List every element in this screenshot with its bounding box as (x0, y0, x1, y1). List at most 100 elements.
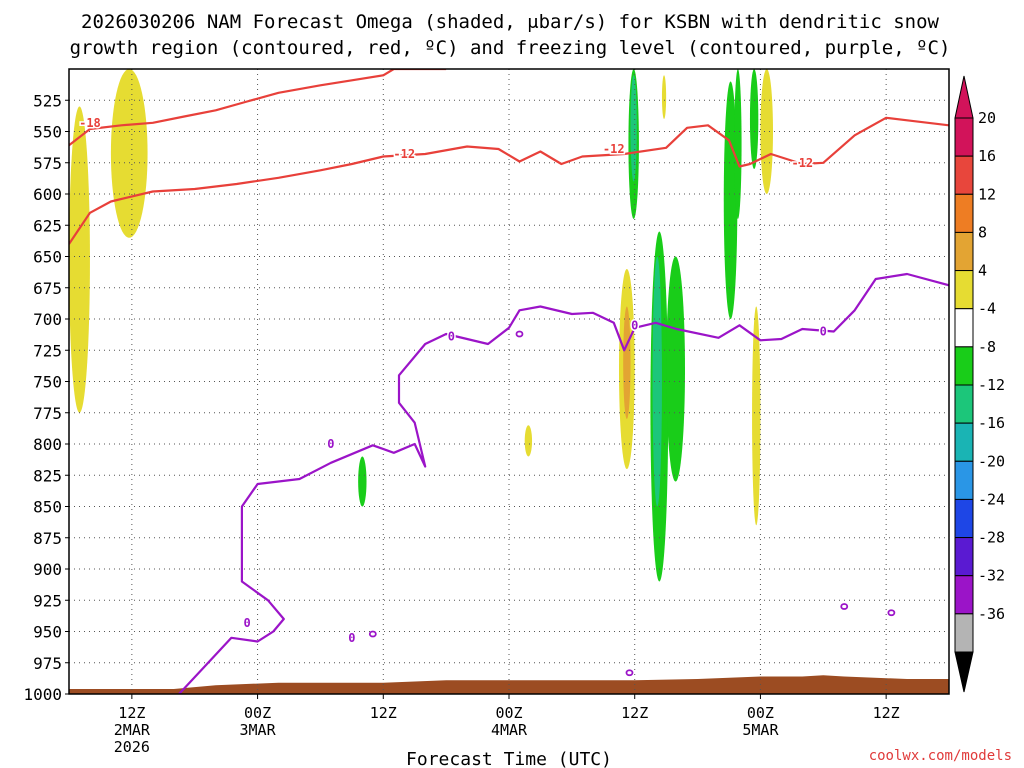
small-contour-0 (515, 330, 524, 338)
colorbar-label-2: 12 (978, 185, 996, 203)
omega-shade-7 (652, 256, 662, 507)
x-tick-label-0-0: 12Z (118, 704, 145, 722)
x-axis-label: Forecast Time (UTC) (406, 749, 612, 768)
contour-label-9: 0 (820, 325, 827, 339)
colorbar-label-5: -4 (978, 300, 996, 318)
contour-label-6: 0 (243, 616, 250, 630)
x-tick-label-3-1: 4MAR (491, 721, 528, 739)
omega-shade-12 (760, 69, 773, 194)
contour-label-8: 0 (631, 318, 638, 332)
small-contour-2 (840, 603, 849, 610)
y-tick-label-15: 900 (33, 560, 62, 579)
colorbar-swatch-8 (954, 422, 974, 462)
colorbar-swatch-4 (954, 270, 974, 310)
y-tick-label-0: 525 (33, 91, 62, 110)
omega-shade-14 (358, 456, 367, 507)
x-tick-label-5-0: 00Z (747, 704, 774, 722)
contour-label-5: 0 (327, 437, 334, 451)
y-tick-label-16: 925 (33, 591, 62, 610)
colorbar-bottom-arrow (954, 651, 974, 693)
chart-title-line1: 2026030206 NAM Forecast Omega (shaded, μ… (81, 11, 939, 33)
omega-shade-5 (630, 75, 637, 182)
omega-shade-1 (110, 69, 148, 238)
y-tick-label-13: 850 (33, 498, 62, 517)
y-tick-label-5: 650 (33, 248, 62, 267)
y-tick-label-6: 675 (33, 279, 62, 298)
contour-label-0: -18 (79, 116, 101, 130)
x-tick-label-4-0: 12Z (621, 704, 648, 722)
contour-label-1: -12 (393, 147, 415, 161)
y-tick-label-11: 800 (33, 435, 62, 454)
x-tick-label-3-0: 00Z (495, 704, 522, 722)
colorbar-swatch-9 (954, 460, 974, 500)
colorbar-label-9: -20 (978, 452, 1005, 470)
omega-shade-10 (734, 69, 742, 219)
y-tick-label-8: 725 (33, 341, 62, 360)
chart-title-line2: growth region (contoured, red, ºC) and f… (70, 37, 951, 59)
y-tick-label-14: 875 (33, 529, 62, 548)
contour-label-3: -12 (791, 156, 813, 170)
omega-shade-13 (752, 306, 761, 526)
colorbar: 20 16 12 8 4 -4 -8 -12 -16 -20 -24 -28 -32 -36 (954, 75, 1005, 693)
colorbar-label-0: 20 (978, 109, 996, 127)
y-tick-label-12: 825 (33, 466, 62, 485)
colorbar-label-12: -32 (978, 567, 1005, 585)
colorbar-label-1: 16 (978, 147, 996, 165)
omega-shade-0 (69, 106, 90, 413)
colorbar-swatch-3 (954, 231, 974, 272)
omega-shade-15 (524, 425, 533, 457)
x-tick-label-5-1: 5MAR (742, 721, 779, 739)
y-tick-label-7: 700 (33, 310, 62, 329)
omega-shade-3 (623, 306, 631, 419)
colorbar-label-3: 8 (978, 223, 987, 241)
colorbar-label-4: 4 (978, 262, 987, 280)
y-tick-label-10: 775 (33, 404, 62, 423)
omega-shade-16 (661, 75, 667, 119)
y-tick-label-18: 975 (33, 654, 62, 673)
colorbar-swatch-10 (954, 498, 974, 539)
small-contour-1 (368, 630, 377, 638)
colorbar-swatch-6 (954, 346, 974, 386)
y-axis: 525 550 575 600 625 650 675 700 725 750 775 800 825 8… (23, 91, 69, 704)
omega-shade-11 (749, 69, 759, 169)
x-tick-label-0-1: 2MAR (114, 721, 151, 739)
y-tick-label-19: 1000 (23, 685, 62, 704)
x-tick-label-6-0: 12Z (873, 704, 900, 722)
x-tick-label-1-1: 3MAR (240, 721, 277, 739)
y-tick-label-2: 575 (33, 154, 62, 173)
y-tick-label-1: 550 (33, 123, 62, 142)
y-tick-label-17: 950 (33, 623, 62, 642)
colorbar-swatch-12 (954, 575, 974, 615)
y-tick-label-9: 750 (33, 373, 62, 392)
colorbar-swatch-2 (954, 193, 974, 233)
y-tick-label-3: 600 (33, 185, 62, 204)
colorbar-label-8: -16 (978, 414, 1005, 432)
contour-label-2: -12 (603, 142, 625, 156)
omega-shade-8 (666, 256, 685, 482)
colorbar-swatch-11 (954, 537, 974, 577)
contour--12-1 (69, 116, 949, 245)
contours (69, 69, 949, 694)
credit-link[interactable]: coolwx.com/models (869, 748, 1012, 764)
contour-0-2 (178, 272, 949, 694)
colorbar-label-6: -8 (978, 338, 996, 356)
x-tick-label-2-0: 12Z (370, 704, 397, 722)
x-tick-label-0-2: 2026 (114, 738, 150, 756)
colorbar-swatch-0 (954, 117, 974, 157)
colorbar-swatch-7 (954, 384, 974, 424)
colorbar-label-10: -24 (978, 490, 1005, 508)
omega-shade-9 (723, 81, 738, 319)
colorbar-swatch-5 (954, 308, 974, 348)
colorbar-swatch-1 (954, 155, 974, 195)
x-tick-label-1-0: 00Z (244, 704, 271, 722)
colorbar-swatch-13 (954, 613, 974, 653)
contour--18-0 (69, 69, 447, 147)
colorbar-label-11: -28 (978, 529, 1005, 547)
colorbar-top-arrow (954, 75, 974, 119)
contour-label-7: 0 (348, 631, 355, 645)
contour-labels: -18 -12 -12 -12 0 0 0 0 0 0 (78, 114, 829, 646)
small-contour-3 (887, 609, 896, 617)
y-tick-label-4: 625 (33, 216, 62, 235)
